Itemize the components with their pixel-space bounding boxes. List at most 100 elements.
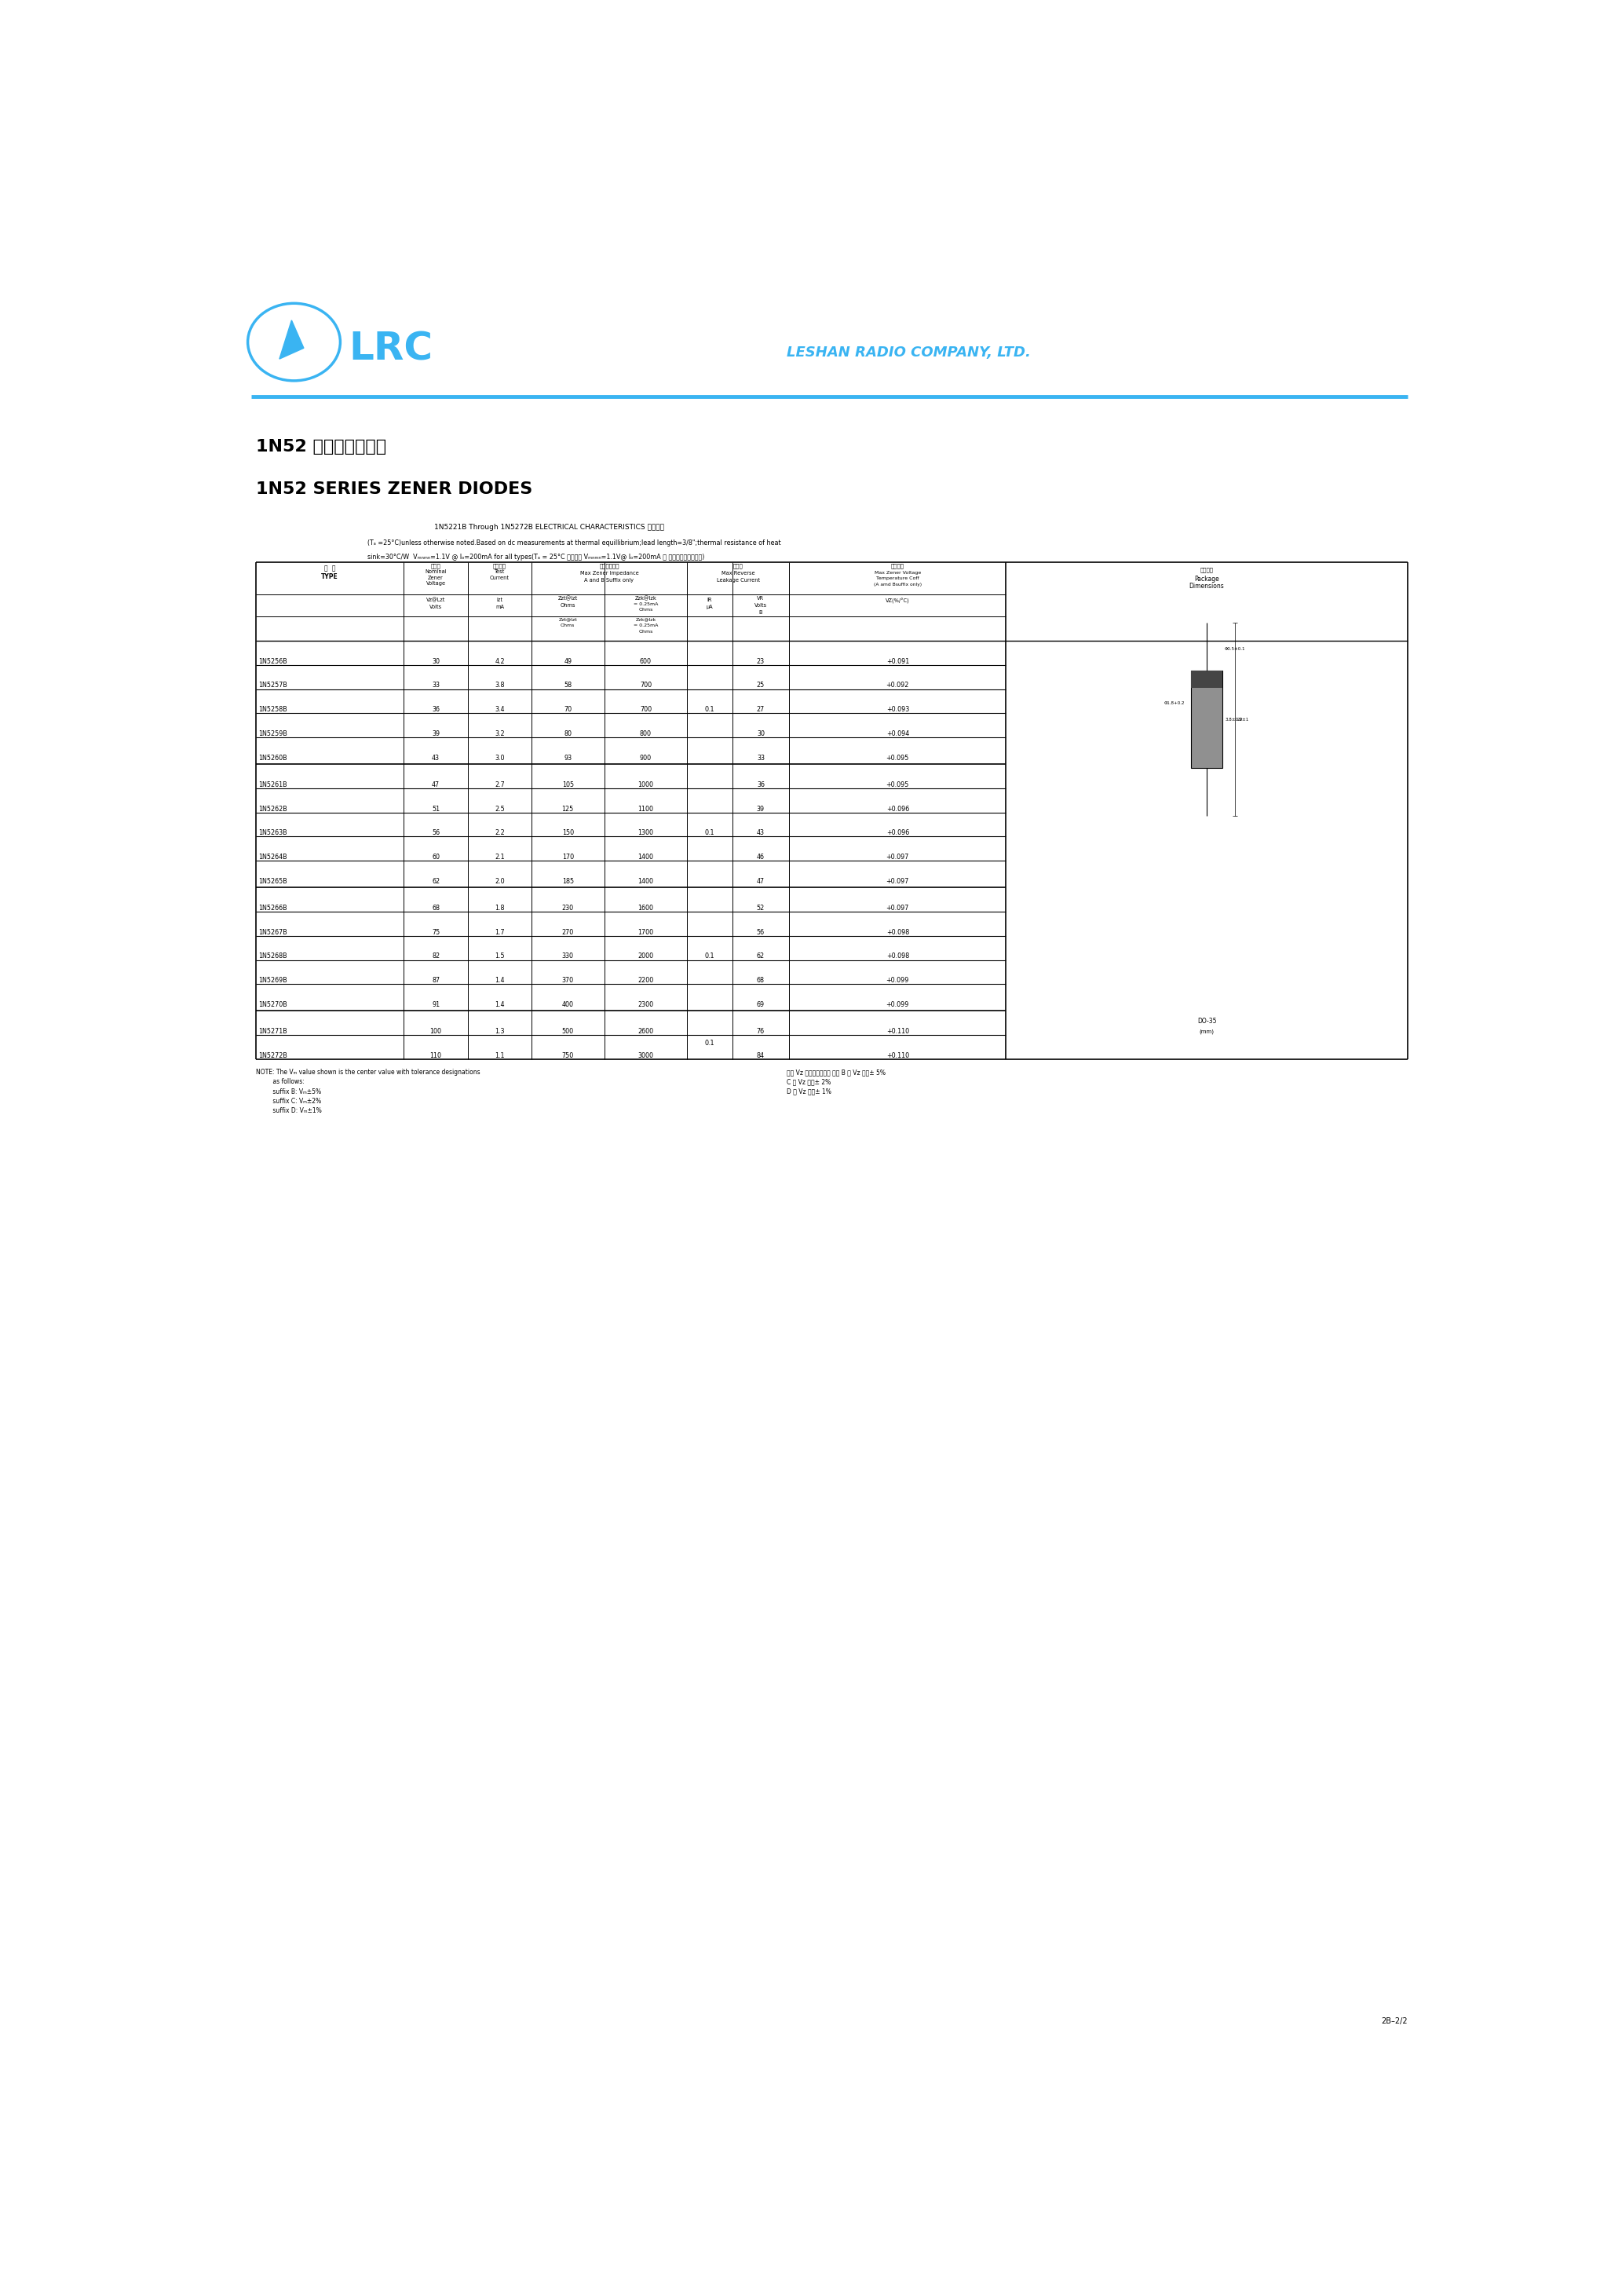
Text: 800: 800	[639, 730, 652, 737]
Text: 1.4: 1.4	[495, 978, 504, 985]
Text: 1N5258B: 1N5258B	[260, 707, 287, 714]
Text: +0.094: +0.094	[886, 730, 908, 737]
Text: 1000: 1000	[637, 781, 654, 788]
Text: Izt: Izt	[496, 597, 503, 602]
Text: 60: 60	[431, 854, 440, 861]
Text: 1N5270B: 1N5270B	[260, 1001, 287, 1008]
Text: NOTE: The Vₘ value shown is the center value with tolerance designations: NOTE: The Vₘ value shown is the center v…	[256, 1068, 480, 1077]
Text: 稳压值: 稳压值	[431, 563, 441, 569]
Text: suffix C: Vₘ±2%: suffix C: Vₘ±2%	[256, 1097, 321, 1104]
Text: VR: VR	[757, 597, 764, 602]
Text: +0.093: +0.093	[886, 707, 908, 714]
Text: 84: 84	[757, 1052, 764, 1058]
Text: 型  号: 型 号	[324, 565, 336, 572]
Text: 750: 750	[561, 1052, 574, 1058]
Text: as follows:: as follows:	[256, 1079, 305, 1086]
Text: 43: 43	[431, 755, 440, 762]
Text: 1N5272B: 1N5272B	[260, 1052, 287, 1058]
Text: 3.2: 3.2	[495, 730, 504, 737]
Text: 1.5: 1.5	[495, 953, 504, 960]
Text: 62: 62	[757, 953, 764, 960]
Text: 70: 70	[564, 707, 573, 714]
Text: 62: 62	[431, 877, 440, 884]
Text: 43: 43	[757, 829, 764, 836]
Text: 1N5271B: 1N5271B	[260, 1029, 287, 1035]
Text: 68: 68	[431, 905, 440, 912]
Text: 2300: 2300	[637, 1001, 654, 1008]
Text: LESHAN RADIO COMPANY, LTD.: LESHAN RADIO COMPANY, LTD.	[787, 347, 1032, 360]
Text: 49: 49	[564, 657, 573, 666]
Text: 1700: 1700	[637, 928, 654, 937]
Text: 400: 400	[561, 1001, 574, 1008]
Text: 温度系数: 温度系数	[890, 563, 905, 569]
Text: +0.092: +0.092	[886, 682, 908, 689]
Text: 33: 33	[757, 755, 764, 762]
Text: 82: 82	[431, 953, 440, 960]
Text: 36: 36	[431, 707, 440, 714]
Text: 68: 68	[757, 978, 764, 985]
Text: C 档 Vz 容差± 2%: C 档 Vz 容差± 2%	[787, 1079, 830, 1086]
Text: 2000: 2000	[637, 953, 654, 960]
Text: Max Zener Voltage: Max Zener Voltage	[874, 572, 921, 574]
Text: 370: 370	[561, 978, 574, 985]
Text: 3000: 3000	[637, 1052, 654, 1058]
Text: +0.110: +0.110	[886, 1029, 908, 1035]
Text: 1.7: 1.7	[495, 928, 504, 937]
Text: 1N5266B: 1N5266B	[260, 905, 287, 912]
Text: 23: 23	[757, 657, 764, 666]
Text: Nominal: Nominal	[425, 569, 446, 574]
Text: 170: 170	[561, 854, 574, 861]
Text: 0.1: 0.1	[704, 829, 715, 836]
Text: 46: 46	[757, 854, 764, 861]
Text: Dimensions: Dimensions	[1189, 583, 1225, 590]
Text: 900: 900	[639, 755, 652, 762]
Text: 100: 100	[430, 1029, 441, 1035]
Text: 2200: 2200	[637, 978, 654, 985]
Text: Voltage: Voltage	[427, 581, 446, 585]
Text: +0.095: +0.095	[886, 781, 908, 788]
Text: 1N5264B: 1N5264B	[260, 854, 287, 861]
Text: 0.1: 0.1	[704, 1040, 715, 1047]
Text: 2600: 2600	[637, 1029, 654, 1035]
Text: 93: 93	[564, 755, 573, 762]
Text: 1N5268B: 1N5268B	[260, 953, 287, 960]
Text: 75: 75	[431, 928, 440, 937]
Text: 1400: 1400	[637, 854, 654, 861]
Text: 测试电流: 测试电流	[493, 563, 506, 569]
Text: 3.0: 3.0	[495, 755, 504, 762]
Text: Zzk@Izk: Zzk@Izk	[634, 597, 657, 602]
Text: B: B	[759, 611, 762, 615]
Text: Test: Test	[495, 569, 504, 574]
Text: Temperature Coff: Temperature Coff	[876, 576, 920, 581]
Text: 52: 52	[757, 905, 764, 912]
Text: TYPE: TYPE	[321, 574, 339, 581]
Text: VZ(%/°C): VZ(%/°C)	[886, 599, 910, 604]
Text: 125: 125	[561, 806, 574, 813]
Text: 39: 39	[431, 730, 440, 737]
Text: 3.4: 3.4	[495, 707, 504, 714]
Text: Package: Package	[1194, 576, 1220, 583]
Text: 最大动态阻抗: 最大动态阻抗	[599, 563, 620, 569]
Bar	[1191, 670, 1223, 767]
Text: 注： Vz 为稳压中心値， 其中 B 档 Vz 容差± 5%: 注： Vz 为稳压中心値， 其中 B 档 Vz 容差± 5%	[787, 1068, 886, 1077]
Text: 39: 39	[757, 806, 764, 813]
Polygon shape	[279, 319, 303, 358]
Text: 1100: 1100	[637, 806, 654, 813]
Text: Ohms: Ohms	[561, 625, 576, 627]
Text: 47: 47	[757, 877, 764, 884]
Text: 30: 30	[757, 730, 764, 737]
Text: 1N5263B: 1N5263B	[260, 829, 287, 836]
Text: 2.5: 2.5	[495, 806, 504, 813]
Text: (Tₐ =25°C)unless otherwise noted.Based on dc measurements at thermal equillibriu: (Tₐ =25°C)unless otherwise noted.Based o…	[367, 540, 780, 546]
Text: LRC: LRC	[349, 331, 433, 367]
Text: 3.8: 3.8	[495, 682, 504, 689]
Text: 700: 700	[639, 707, 652, 714]
Text: 1.3: 1.3	[495, 1029, 504, 1035]
Text: +0.110: +0.110	[886, 1052, 908, 1058]
Text: μA: μA	[706, 604, 714, 608]
Text: (mm): (mm)	[1199, 1029, 1215, 1033]
Text: 1N5269B: 1N5269B	[260, 978, 287, 985]
Text: 2.7: 2.7	[495, 781, 504, 788]
Text: sink=30°C/W  Vₘₙₘₙ=1.1V @ Iₒ=200mA for all types(Tₐ = 25°C 所有型号 Vₘₙₘₙ=1.1V@ Iₒ=2: sink=30°C/W Vₘₙₘₙ=1.1V @ Iₒ=200mA for al…	[367, 553, 704, 560]
Text: +0.095: +0.095	[886, 755, 908, 762]
